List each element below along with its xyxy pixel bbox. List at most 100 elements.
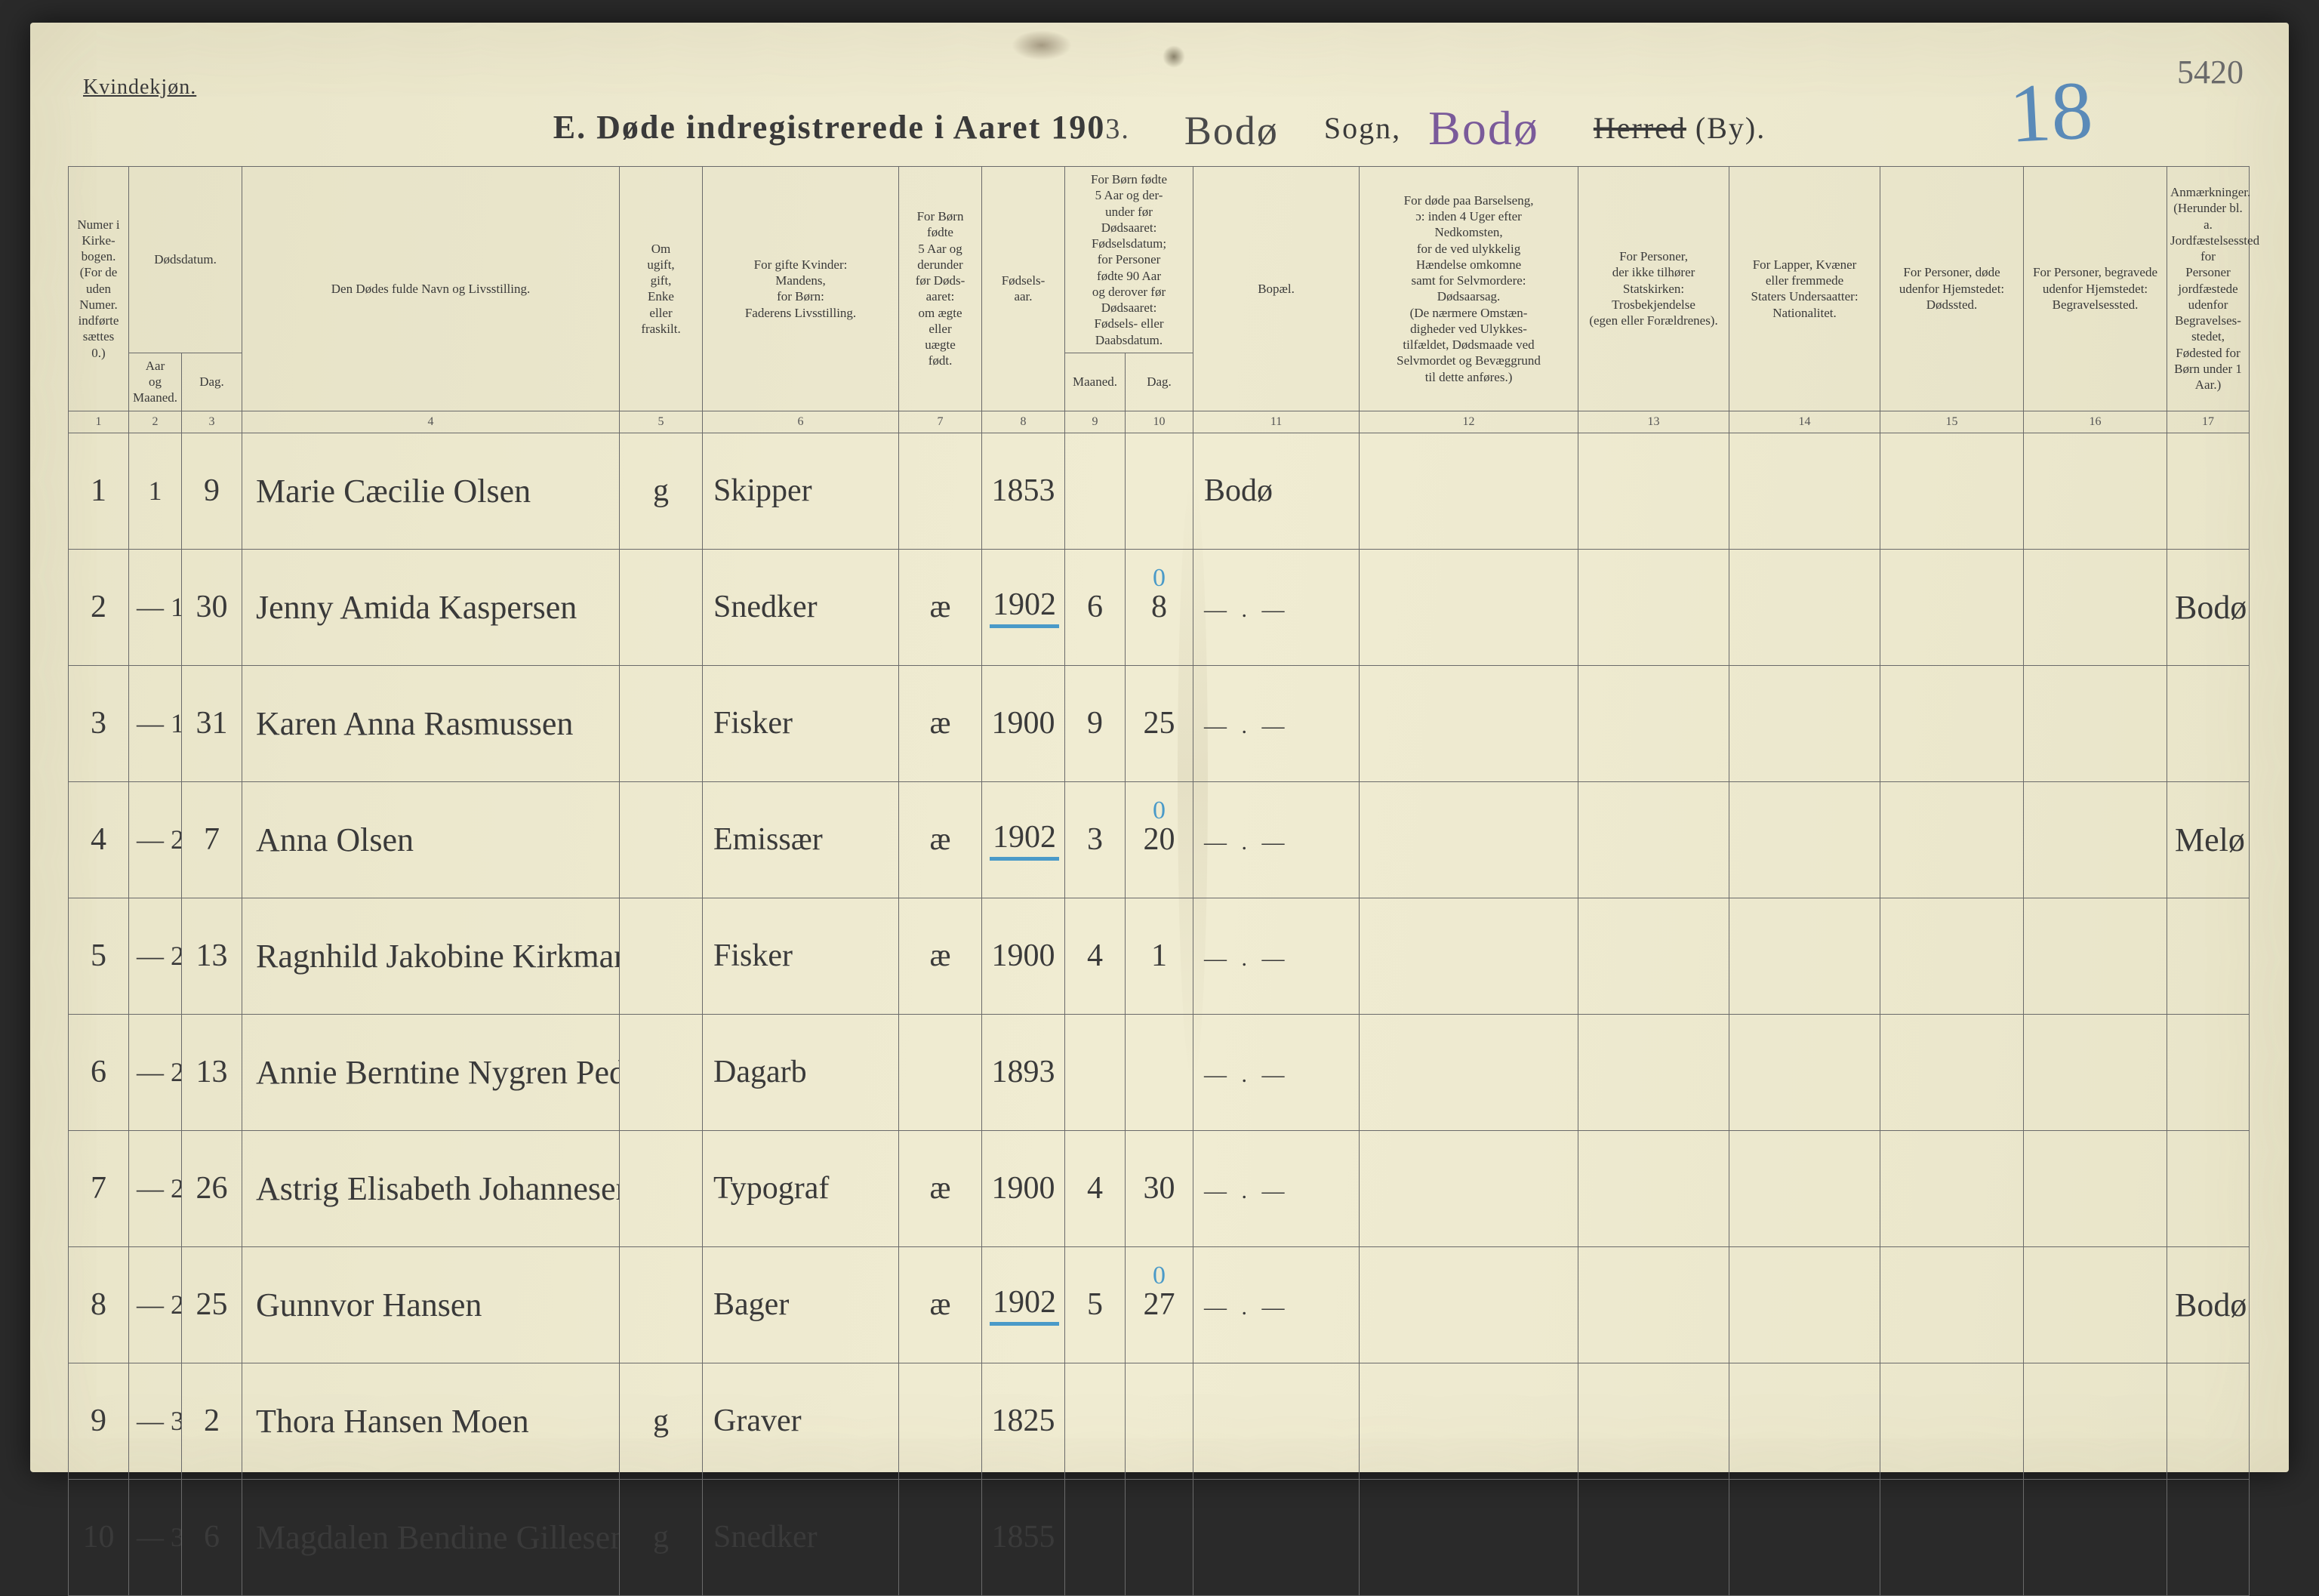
cell-residence: [1193, 1479, 1360, 1595]
cell-birth-year: 1855: [982, 1479, 1065, 1595]
colnum: 5: [620, 411, 703, 433]
stain: [1012, 30, 1072, 60]
colnum: 3: [182, 411, 242, 433]
cell-burialplace: [2024, 1363, 2167, 1479]
cell-nationality: [1729, 1479, 1880, 1595]
cell-num: 7: [69, 1130, 129, 1246]
cell-name: Magdalen Bendine Gillesen: [242, 1479, 620, 1595]
col-header-8a: Fødsels-aar.: [982, 167, 1065, 411]
colnum: 15: [1880, 411, 2024, 433]
cell-occupation: Skipper: [703, 433, 899, 549]
cell-month: — 2: [129, 1130, 182, 1246]
cell-month: — 2: [129, 898, 182, 1014]
cell-birth-month: 4: [1065, 1130, 1126, 1246]
title-prefix: E. Døde indregistrerede i Aaret 190: [553, 109, 1106, 146]
stain: [1163, 45, 1185, 68]
colnum: 6: [703, 411, 899, 433]
cell-day: 25: [182, 1246, 242, 1363]
herred-label-strikethrough: Herred: [1594, 111, 1686, 145]
table-row: 9— 32Thora Hansen MoengGraver1825: [69, 1363, 2250, 1479]
table-row: 2— 130Jenny Amida KaspersenSnedkeræ19026…: [69, 549, 2250, 665]
cell-month: 1: [129, 433, 182, 549]
cell-burialplace: [2024, 433, 2167, 549]
cell-status: g: [620, 433, 703, 549]
cell-month: — 2: [129, 781, 182, 898]
col-header-4: Den Dødes fulde Navn og Livsstilling.: [242, 167, 620, 411]
cell-num: 2: [69, 549, 129, 665]
table-header: Numer i Kirke-bogen.(For deudenNumer.ind…: [69, 167, 2250, 433]
cell-num: 5: [69, 898, 129, 1014]
table-row: 4— 27Anna OlsenEmissæræ1902320— . —Melø: [69, 781, 2250, 898]
col-header-16: For Personer, begravedeudenfor Hjemstede…: [2024, 167, 2167, 411]
col-header-9a: For Børn fødte5 Aar og der-under førDøds…: [1065, 167, 1193, 353]
colnum: 10: [1126, 411, 1193, 433]
cell-name: Thora Hansen Moen: [242, 1363, 620, 1479]
colnum: 13: [1578, 411, 1729, 433]
col-header-2a: Dødsdatum.: [129, 167, 242, 353]
cell-name: Ragnhild Jakobine Kirkman: [242, 898, 620, 1014]
cell-month: — 1: [129, 549, 182, 665]
col-header-2: AarogMaaned.: [129, 353, 182, 411]
cell-nationality: [1729, 898, 1880, 1014]
cell-status: [620, 898, 703, 1014]
cell-burialplace: [2024, 1479, 2167, 1595]
archive-number: 5420: [2177, 53, 2244, 91]
cell-birth-day: 1: [1126, 898, 1193, 1014]
cell-month: — 2: [129, 1014, 182, 1130]
column-number-row: 1 2 3 4 5 6 7 8 9 10 11 12 13 14 15 16 1: [69, 411, 2250, 433]
cell-day: 2: [182, 1363, 242, 1479]
colnum: 16: [2024, 411, 2167, 433]
cell-legit: [899, 433, 982, 549]
cell-residence: [1193, 1363, 1360, 1479]
cell-residence: — . —: [1193, 1130, 1360, 1246]
cell-occupation: Typograf: [703, 1130, 899, 1246]
cell-day: 6: [182, 1479, 242, 1595]
cell-legit: æ: [899, 665, 982, 781]
parish-name-2: Bodø: [1428, 101, 1539, 155]
cell-status: [620, 1130, 703, 1246]
cell-name: Karen Anna Rasmussen: [242, 665, 620, 781]
col-header-12: For døde paa Barselseng,ɔ: inden 4 Uger …: [1360, 167, 1578, 411]
cell-legit: [899, 1014, 982, 1130]
colnum: 4: [242, 411, 620, 433]
cell-cause: [1360, 781, 1578, 898]
cell-num: 3: [69, 665, 129, 781]
cell-residence: — . —: [1193, 549, 1360, 665]
colnum: 8: [982, 411, 1065, 433]
cell-cause: [1360, 1014, 1578, 1130]
cell-birth-day: 8: [1126, 549, 1193, 665]
cell-legit: æ: [899, 1130, 982, 1246]
cell-birth-year: 1893: [982, 1014, 1065, 1130]
cell-day: 13: [182, 1014, 242, 1130]
cell-burialplace: [2024, 1014, 2167, 1130]
cell-creed: [1578, 1014, 1729, 1130]
col-header-9: Maaned.: [1065, 353, 1126, 411]
cell-birth-month: 9: [1065, 665, 1126, 781]
cell-birth-day: [1126, 1014, 1193, 1130]
cell-legit: æ: [899, 781, 982, 898]
cell-day: 9: [182, 433, 242, 549]
page-title: E. Døde indregistrerede i Aaret 1903. Bo…: [30, 94, 2289, 150]
cell-status: [620, 1246, 703, 1363]
cell-burialplace: [2024, 665, 2167, 781]
cell-occupation: Bager: [703, 1246, 899, 1363]
cell-birth-year: 1900: [982, 898, 1065, 1014]
col-header-11: Bopæl.: [1193, 167, 1360, 411]
cell-burialplace: [2024, 781, 2167, 898]
colnum: 1: [69, 411, 129, 433]
cell-name: Astrig Elisabeth Johannesen: [242, 1130, 620, 1246]
cell-month: — 3: [129, 1479, 182, 1595]
cell-name: Jenny Amida Kaspersen: [242, 549, 620, 665]
col-header-6: For gifte Kvinder:Mandens,for Børn:Fader…: [703, 167, 899, 411]
cell-name: Anna Olsen: [242, 781, 620, 898]
col-header-10: Dag.: [1126, 353, 1193, 411]
cell-nationality: [1729, 1130, 1880, 1246]
cell-creed: [1578, 1363, 1729, 1479]
cell-birth-month: 6: [1065, 549, 1126, 665]
cell-deathplace: [1880, 781, 2024, 898]
colnum: 9: [1065, 411, 1126, 433]
col-header-5: Omugift,gift,Enkeellerfraskilt.: [620, 167, 703, 411]
cell-residence: Bodø: [1193, 433, 1360, 549]
cell-name: Annie Berntine Nygren Pedersen: [242, 1014, 620, 1130]
cell-cause: [1360, 1246, 1578, 1363]
